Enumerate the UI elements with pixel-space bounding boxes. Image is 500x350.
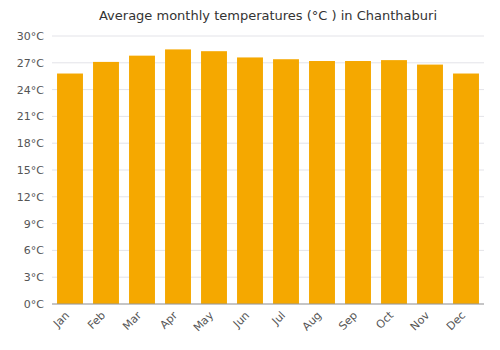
x-tick-label: Mar <box>120 309 144 333</box>
y-tick-label: 24°C <box>17 84 44 97</box>
bar <box>237 57 263 304</box>
y-tick-label: 21°C <box>17 110 44 123</box>
x-tick-label: Jun <box>230 309 252 331</box>
x-tick-label: Sep <box>336 309 360 333</box>
grid <box>52 36 484 304</box>
bar <box>453 74 479 304</box>
x-tick-label: Nov <box>408 309 433 334</box>
y-tick-label: 9°C <box>24 218 44 231</box>
y-tick-label: 6°C <box>24 244 44 257</box>
y-tick-label: 12°C <box>17 191 44 204</box>
x-tick-label: Aug <box>300 309 324 333</box>
y-tick-label: 15°C <box>17 164 44 177</box>
x-tick-label: Apr <box>157 309 180 332</box>
title: Average monthly temperatures (°C ) in Ch… <box>99 8 437 23</box>
bar <box>93 62 119 304</box>
x-tick-label: Feb <box>85 309 108 332</box>
y-tick-label: 0°C <box>24 298 44 311</box>
grid-line <box>52 304 484 305</box>
bar <box>129 56 155 304</box>
bar <box>309 61 335 304</box>
bar <box>201 51 227 304</box>
x-tick-label: Jul <box>269 309 288 328</box>
y-axis: 0°C 3°C 6°C 9°C 12°C 15°C 18°C 21°C 24°C 27°C 30°C <box>17 30 44 311</box>
bar <box>381 60 407 304</box>
x-tick-label: Jan <box>50 309 72 331</box>
bar <box>57 74 83 304</box>
y-tick-label: 27°C <box>17 57 44 70</box>
grid-line <box>52 36 484 37</box>
bars <box>57 49 479 304</box>
x-tick-label: May <box>191 309 217 335</box>
x-tick-label: Dec <box>444 309 468 333</box>
bar <box>165 49 191 304</box>
y-tick-label: 3°C <box>24 271 44 284</box>
chart-svg: Average monthly temperatures (°C ) in Ch… <box>0 0 500 350</box>
y-tick-label: 30°C <box>17 30 44 43</box>
chart-container: Average monthly temperatures (°C ) in Ch… <box>0 0 500 350</box>
bar <box>417 65 443 304</box>
x-tick-label: Oct <box>373 308 396 331</box>
bar <box>273 59 299 304</box>
x-axis-line <box>52 304 484 305</box>
y-tick-label: 18°C <box>17 137 44 150</box>
x-axis: Jan Feb Mar Apr May Jun Jul Aug Sep Oct Nov Dec <box>50 304 484 334</box>
bar <box>345 61 371 304</box>
